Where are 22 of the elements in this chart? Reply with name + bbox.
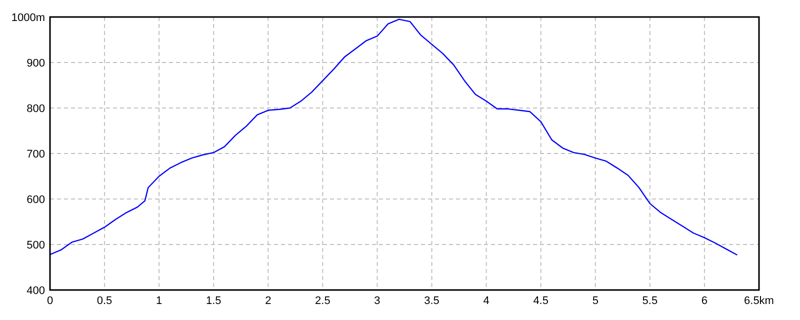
x-tick-label: 6.5km — [744, 295, 774, 307]
x-tick-label: 3.5 — [424, 295, 440, 307]
y-tick-label: 600 — [26, 194, 45, 206]
x-tick-label: 3 — [374, 295, 380, 307]
x-tick-label: 0.5 — [96, 295, 112, 307]
y-tick-label: 400 — [26, 285, 45, 297]
x-tick-label: 5 — [592, 295, 598, 307]
x-tick-label: 2.5 — [315, 295, 330, 307]
y-tick-label: 800 — [26, 103, 45, 115]
x-tick-label: 1 — [156, 295, 162, 307]
x-tick-label: 2 — [265, 295, 272, 307]
x-tick-label: 0 — [46, 295, 54, 307]
x-tick-label: 1.5 — [206, 295, 222, 307]
x-tick-label: 4 — [483, 295, 490, 307]
x-tick-label: 6 — [701, 295, 708, 307]
y-tick-label: 700 — [26, 148, 45, 160]
y-tick-label: 500 — [26, 240, 45, 252]
x-tick-label: 5.5 — [642, 295, 658, 307]
y-tick-label: 1000m — [11, 12, 45, 24]
x-tick-label: 4.5 — [533, 295, 548, 307]
y-tick-label: 900 — [26, 58, 45, 70]
line-series — [49, 18, 738, 256]
